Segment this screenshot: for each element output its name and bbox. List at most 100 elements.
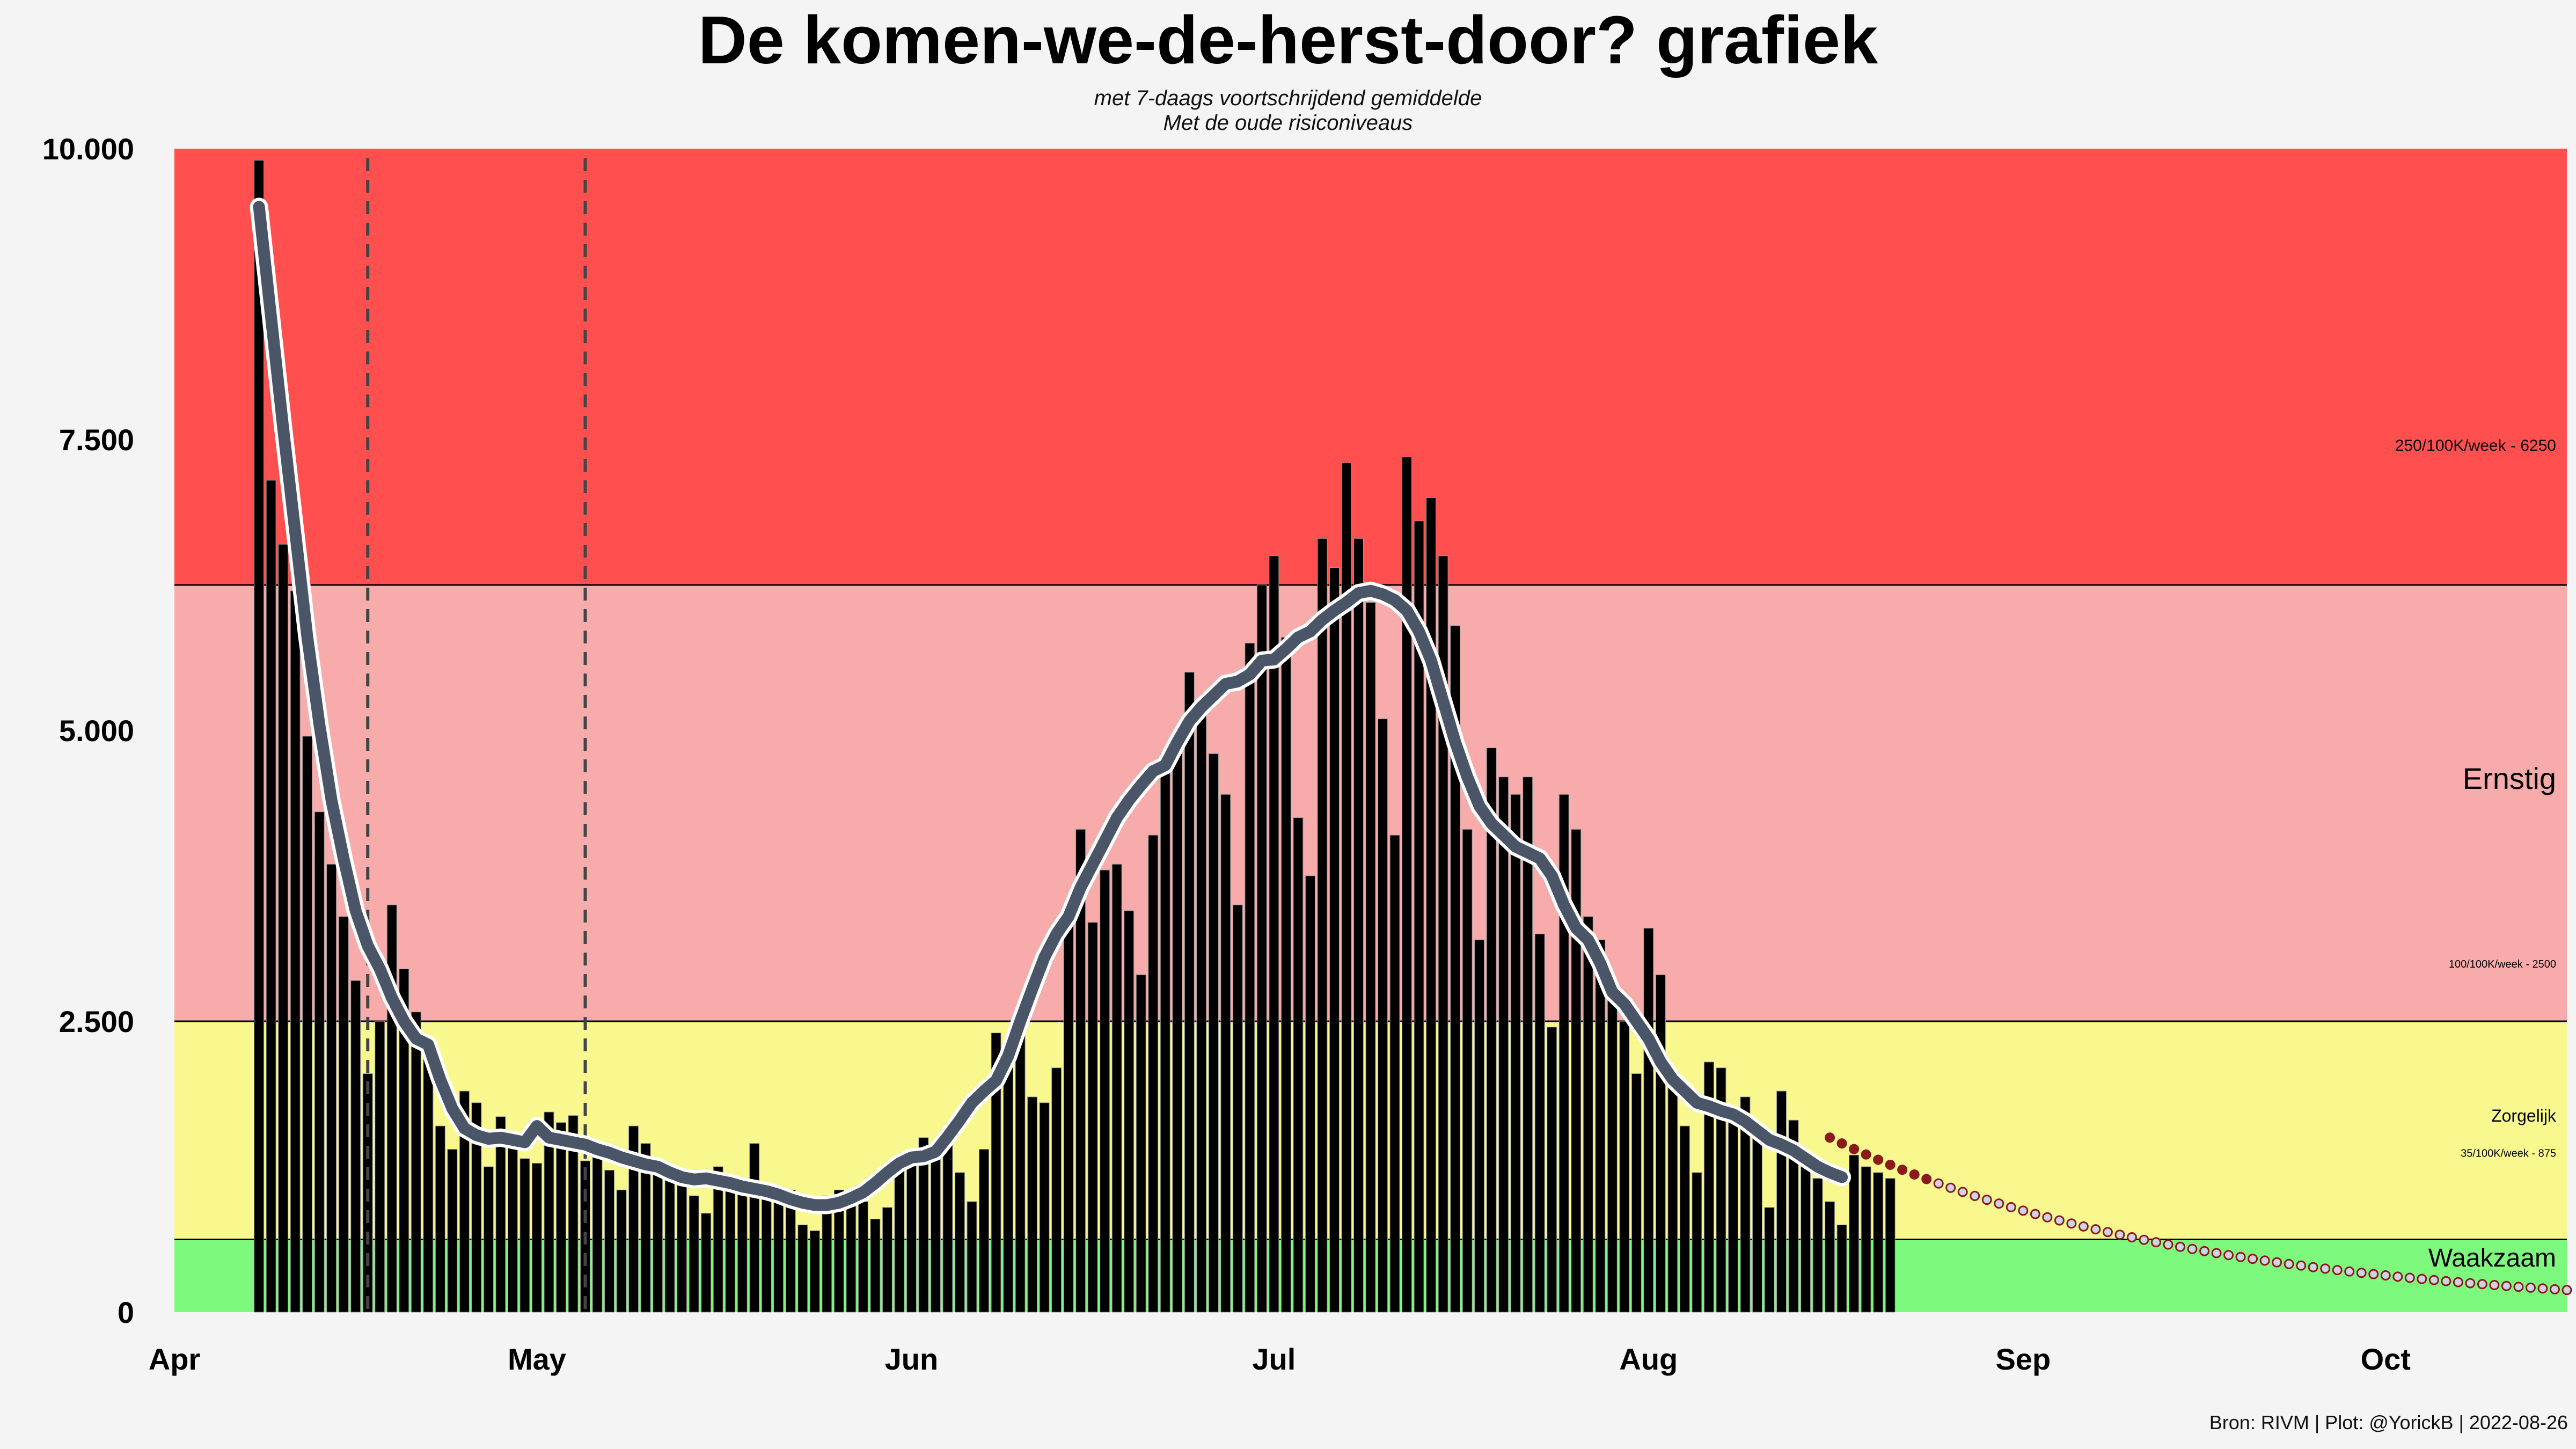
forecast-point <box>2320 1263 2331 1274</box>
forecast-point <box>1849 1144 1860 1154</box>
case-bar <box>846 1195 857 1313</box>
case-bar <box>882 1207 892 1313</box>
case-bar <box>1208 753 1219 1313</box>
forecast-point <box>2163 1239 2174 1250</box>
case-bar <box>1160 753 1170 1313</box>
case-bar <box>483 1166 494 1313</box>
forecast-point <box>1825 1132 1835 1143</box>
case-bar <box>435 1125 445 1313</box>
case-bar <box>870 1219 881 1313</box>
forecast-point <box>2259 1255 2270 1266</box>
threshold-label: 250/100K/week - 6250 <box>2395 437 2556 455</box>
case-bar <box>653 1160 663 1313</box>
forecast-point <box>2501 1280 2512 1291</box>
case-bar <box>930 1143 941 1313</box>
forecast-point <box>2368 1269 2379 1279</box>
case-bar <box>1063 916 1074 1313</box>
case-bar <box>302 736 313 1313</box>
forecast-point <box>2102 1227 2113 1238</box>
threshold-label: 100/100K/week - 2500 <box>2449 958 2556 970</box>
case-bar <box>1220 794 1231 1313</box>
forecast-point <box>2248 1254 2258 1264</box>
forecast-point <box>2066 1218 2077 1229</box>
forecast-point <box>2126 1232 2137 1243</box>
forecast-point <box>2380 1270 2391 1281</box>
forecast-point <box>2284 1258 2294 1269</box>
case-bar <box>713 1166 723 1313</box>
case-bar <box>459 1091 470 1313</box>
case-bar <box>689 1195 699 1313</box>
case-bar <box>1849 1154 1860 1313</box>
forecast-point <box>2078 1221 2089 1232</box>
band-label: Ernstig <box>2463 762 2556 795</box>
forecast-point <box>1909 1169 1920 1180</box>
case-bar <box>1703 1062 1714 1313</box>
case-bar <box>664 1166 675 1313</box>
forecast-point <box>1933 1178 1944 1189</box>
case-bar <box>1365 602 1376 1313</box>
forecast-point <box>2489 1280 2500 1291</box>
case-bar <box>592 1151 603 1313</box>
x-tick-label: Apr <box>149 1342 200 1376</box>
y-tick-label: 0 <box>118 1296 134 1329</box>
case-bar <box>1534 933 1545 1313</box>
forecast-point <box>1861 1149 1871 1160</box>
forecast-point <box>1994 1198 2004 1209</box>
case-bar <box>1353 538 1364 1313</box>
threshold-label: 35/100K/week - 875 <box>2461 1147 2556 1159</box>
case-bar <box>1378 718 1388 1313</box>
case-bar <box>809 1230 820 1313</box>
case-bar <box>1667 1079 1678 1313</box>
forecast-point <box>2513 1282 2524 1292</box>
source-caption: Bron: RIVM | Plot: @YorickB | 2022-08-26 <box>2209 1411 2568 1433</box>
case-bar <box>906 1154 917 1313</box>
case-bar <box>1692 1172 1702 1313</box>
case-bar <box>1341 462 1352 1313</box>
case-bar <box>399 968 409 1313</box>
forecast-point <box>2090 1224 2101 1235</box>
case-bar <box>677 1184 687 1313</box>
case-bar <box>1293 817 1304 1313</box>
case-bar <box>350 980 361 1313</box>
case-bar <box>1643 928 1654 1313</box>
forecast-point <box>2428 1275 2439 1285</box>
forecast-point <box>2477 1279 2487 1290</box>
case-bar <box>1305 875 1315 1313</box>
case-bar <box>1498 777 1509 1313</box>
forecast-point <box>2356 1268 2367 1278</box>
case-bar <box>1583 916 1593 1313</box>
forecast-point <box>2404 1272 2415 1283</box>
case-bar <box>640 1143 651 1313</box>
risk-band <box>174 149 2567 585</box>
case-bar <box>725 1178 736 1313</box>
case-bar <box>1788 1119 1799 1313</box>
case-bar <box>858 1201 868 1313</box>
case-bar <box>1256 584 1267 1313</box>
case-bar <box>411 1012 421 1313</box>
forecast-point <box>2525 1282 2536 1293</box>
case-bar <box>1196 712 1207 1313</box>
case-bar <box>1462 829 1473 1313</box>
forecast-point <box>1873 1154 1884 1165</box>
case-bar <box>1547 1027 1557 1313</box>
case-bar <box>1510 794 1521 1313</box>
case-bar <box>701 1213 712 1313</box>
y-tick-label: 7.500 <box>59 423 134 457</box>
forecast-point <box>2042 1212 2053 1223</box>
forecast-point <box>2272 1257 2282 1268</box>
case-bar <box>1776 1091 1787 1313</box>
case-bar <box>531 1162 542 1313</box>
case-bar <box>894 1166 905 1313</box>
chart-subtitle-secondary: Met de oude risiconiveaus <box>1163 111 1413 135</box>
forecast-point <box>2139 1234 2149 1245</box>
x-tick-label: Aug <box>1619 1342 1678 1376</box>
case-bar <box>338 916 349 1313</box>
case-bar <box>519 1158 530 1313</box>
chart-title: De komen-we-de-herst-door? grafiek <box>698 2 1878 78</box>
forecast-point <box>2308 1262 2318 1272</box>
case-bar <box>544 1111 554 1313</box>
forecast-point <box>2453 1277 2463 1287</box>
case-bar <box>1631 1073 1642 1313</box>
y-tick-label: 5.000 <box>59 714 134 748</box>
